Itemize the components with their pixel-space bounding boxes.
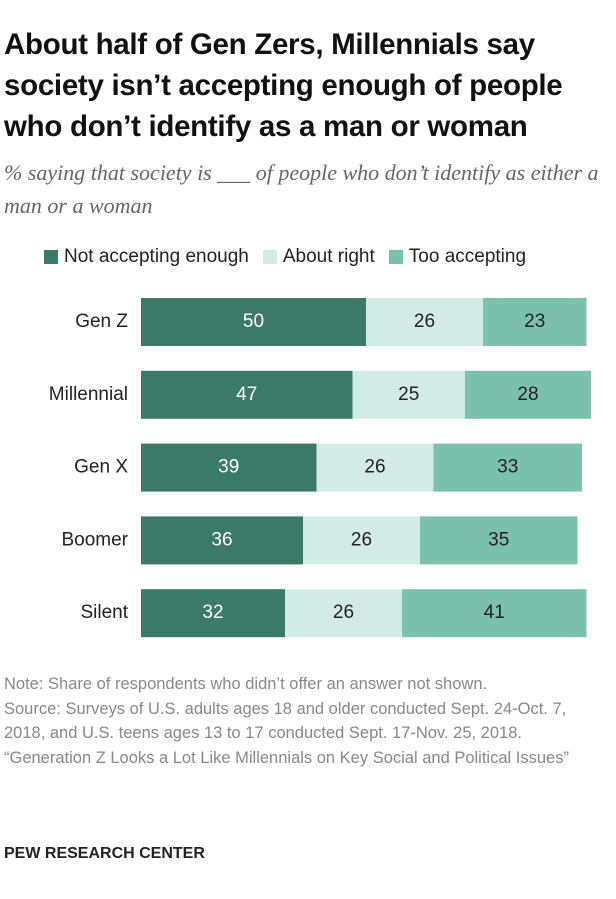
value-label: 25: [398, 384, 419, 405]
bar-segment: [352, 370, 465, 419]
notes: Note: Share of respondents who didn’t of…: [4, 672, 604, 770]
legend-swatch: [44, 250, 58, 264]
legend-item: About right: [262, 246, 375, 268]
value-label: 41: [484, 602, 505, 623]
bar-segment: [316, 443, 434, 492]
value-label: 47: [236, 384, 257, 405]
category-label: Gen Z: [75, 311, 128, 332]
legend-swatch: [262, 250, 277, 264]
chart-subtitle: % saying that society is ___ of people w…: [4, 160, 599, 218]
bar-segment: [285, 589, 402, 638]
chart-title: About half of Gen Zers, Millennials say …: [4, 28, 563, 143]
value-label: 26: [333, 602, 354, 623]
value-label: 26: [364, 457, 385, 478]
source: Source: Surveys of U.S. adults ages 18 a…: [4, 699, 567, 743]
bar-segment: [465, 370, 591, 419]
legend-swatch: [388, 250, 403, 264]
chart: Gen Z 50 26 23 Millennial 47 25 28 Gen X 39 26 33 Bo…: [49, 298, 591, 638]
value-label: 23: [524, 311, 545, 332]
value-label: 36: [211, 529, 232, 550]
legend-label: Too accepting: [408, 246, 527, 267]
value-label: 39: [218, 457, 239, 478]
bar-segment: [483, 298, 587, 346]
value-label: 33: [497, 457, 518, 478]
value-label: 26: [414, 311, 435, 332]
category-label: Gen X: [74, 457, 128, 478]
bar-segment: [420, 516, 578, 565]
citation: “Generation Z Looks a Lot Like Millennia…: [4, 748, 569, 767]
bar-segment: [366, 298, 483, 346]
bar-segment: [141, 589, 285, 638]
value-label: 35: [488, 529, 509, 550]
bar-segment: [141, 516, 303, 565]
note: Note: Share of respondents who didn’t of…: [4, 675, 488, 693]
legend-item: Not accepting enough: [44, 246, 249, 268]
value-label: 28: [517, 384, 538, 405]
value-label: 26: [351, 529, 372, 550]
bar-segment: [141, 298, 366, 346]
category-label: Boomer: [61, 529, 128, 550]
bar-segment: [433, 443, 582, 492]
legend: Not accepting enough About right Too accep…: [44, 246, 540, 268]
value-label: 50: [243, 311, 264, 332]
bar-segment: [402, 589, 587, 638]
bar-segment: [141, 443, 317, 492]
bar-segment: [303, 516, 420, 565]
bar-segment: [141, 370, 353, 419]
footer: PEW RESEARCH CENTER: [4, 845, 205, 862]
legend-item: Too accepting: [388, 246, 527, 268]
category-label: Silent: [80, 602, 128, 623]
category-label: Millennial: [49, 384, 128, 405]
legend-label: Not accepting enough: [64, 246, 249, 267]
value-label: 32: [202, 602, 223, 623]
legend-label: About right: [282, 246, 375, 267]
